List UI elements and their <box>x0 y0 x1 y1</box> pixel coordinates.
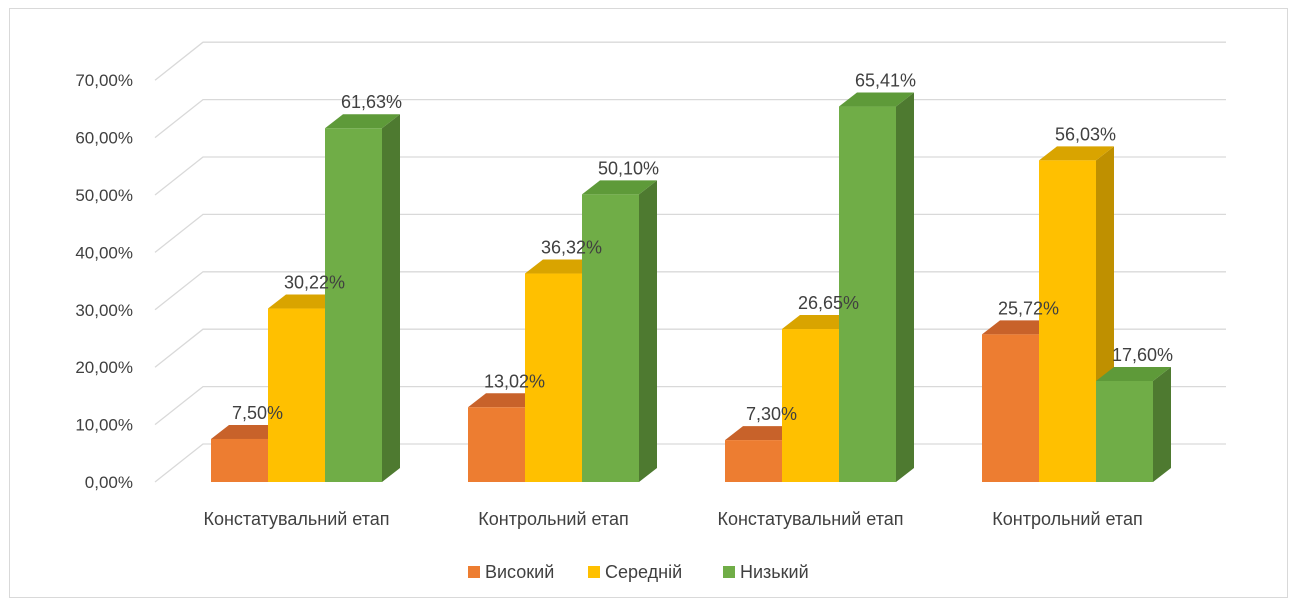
data-label: 30,22% <box>284 273 345 293</box>
y-tick-label: 20,00% <box>75 358 133 377</box>
data-label: 25,72% <box>998 298 1059 318</box>
legend-swatch <box>588 566 600 578</box>
y-tick-label: 10,00% <box>75 416 133 435</box>
y-tick-label: 70,00% <box>75 71 133 90</box>
bars <box>211 92 1171 482</box>
x-tick-label: Констатувальний етап <box>717 509 903 529</box>
legend-label: Високий <box>485 562 554 582</box>
y-tick-label: 30,00% <box>75 301 133 320</box>
y-tick-label: 0,00% <box>85 473 133 492</box>
bar <box>1096 366 1171 482</box>
legend-label: Середній <box>605 562 682 582</box>
legend: Високий Середній Низький <box>468 562 809 582</box>
legend-item: Середній <box>588 562 682 582</box>
legend-swatch <box>468 566 480 578</box>
data-label: 7,30% <box>746 404 797 424</box>
data-labels: 7,50% 30,22% 61,63% 13,02% 36,32% 50,10% 7,30%… <box>232 71 1173 425</box>
data-label: 61,63% <box>341 92 402 112</box>
y-tick-label: 40,00% <box>75 243 133 262</box>
legend-label: Низький <box>740 562 809 582</box>
bar <box>839 92 914 482</box>
gridline <box>154 41 1226 81</box>
x-tick-label: Констатувальний етап <box>203 509 389 529</box>
y-tick-label: 50,00% <box>75 186 133 205</box>
data-label: 65,41% <box>855 71 916 91</box>
legend-item: Високий <box>468 562 554 582</box>
bar <box>1039 146 1114 482</box>
bar <box>582 180 657 482</box>
data-label: 50,10% <box>598 158 659 178</box>
data-label: 17,60% <box>1112 345 1173 365</box>
y-tick-label: 60,00% <box>75 129 133 148</box>
legend-item: Низький <box>723 562 809 582</box>
x-axis-tick-labels: Констатувальний етап Контрольний етап Конс… <box>203 509 1142 529</box>
x-tick-label: Контрольний етап <box>478 509 628 529</box>
bar <box>325 114 400 482</box>
y-axis-tick-labels: 0,00% 10,00% 20,00% 30,00% 40,00% 50,00% 60,00… <box>75 71 133 492</box>
x-tick-label: Контрольний етап <box>992 509 1142 529</box>
data-label: 56,03% <box>1055 124 1116 144</box>
legend-swatch <box>723 566 735 578</box>
data-label: 26,65% <box>798 293 859 313</box>
data-label: 7,50% <box>232 403 283 423</box>
data-label: 36,32% <box>541 238 602 258</box>
data-label: 13,02% <box>484 371 545 391</box>
